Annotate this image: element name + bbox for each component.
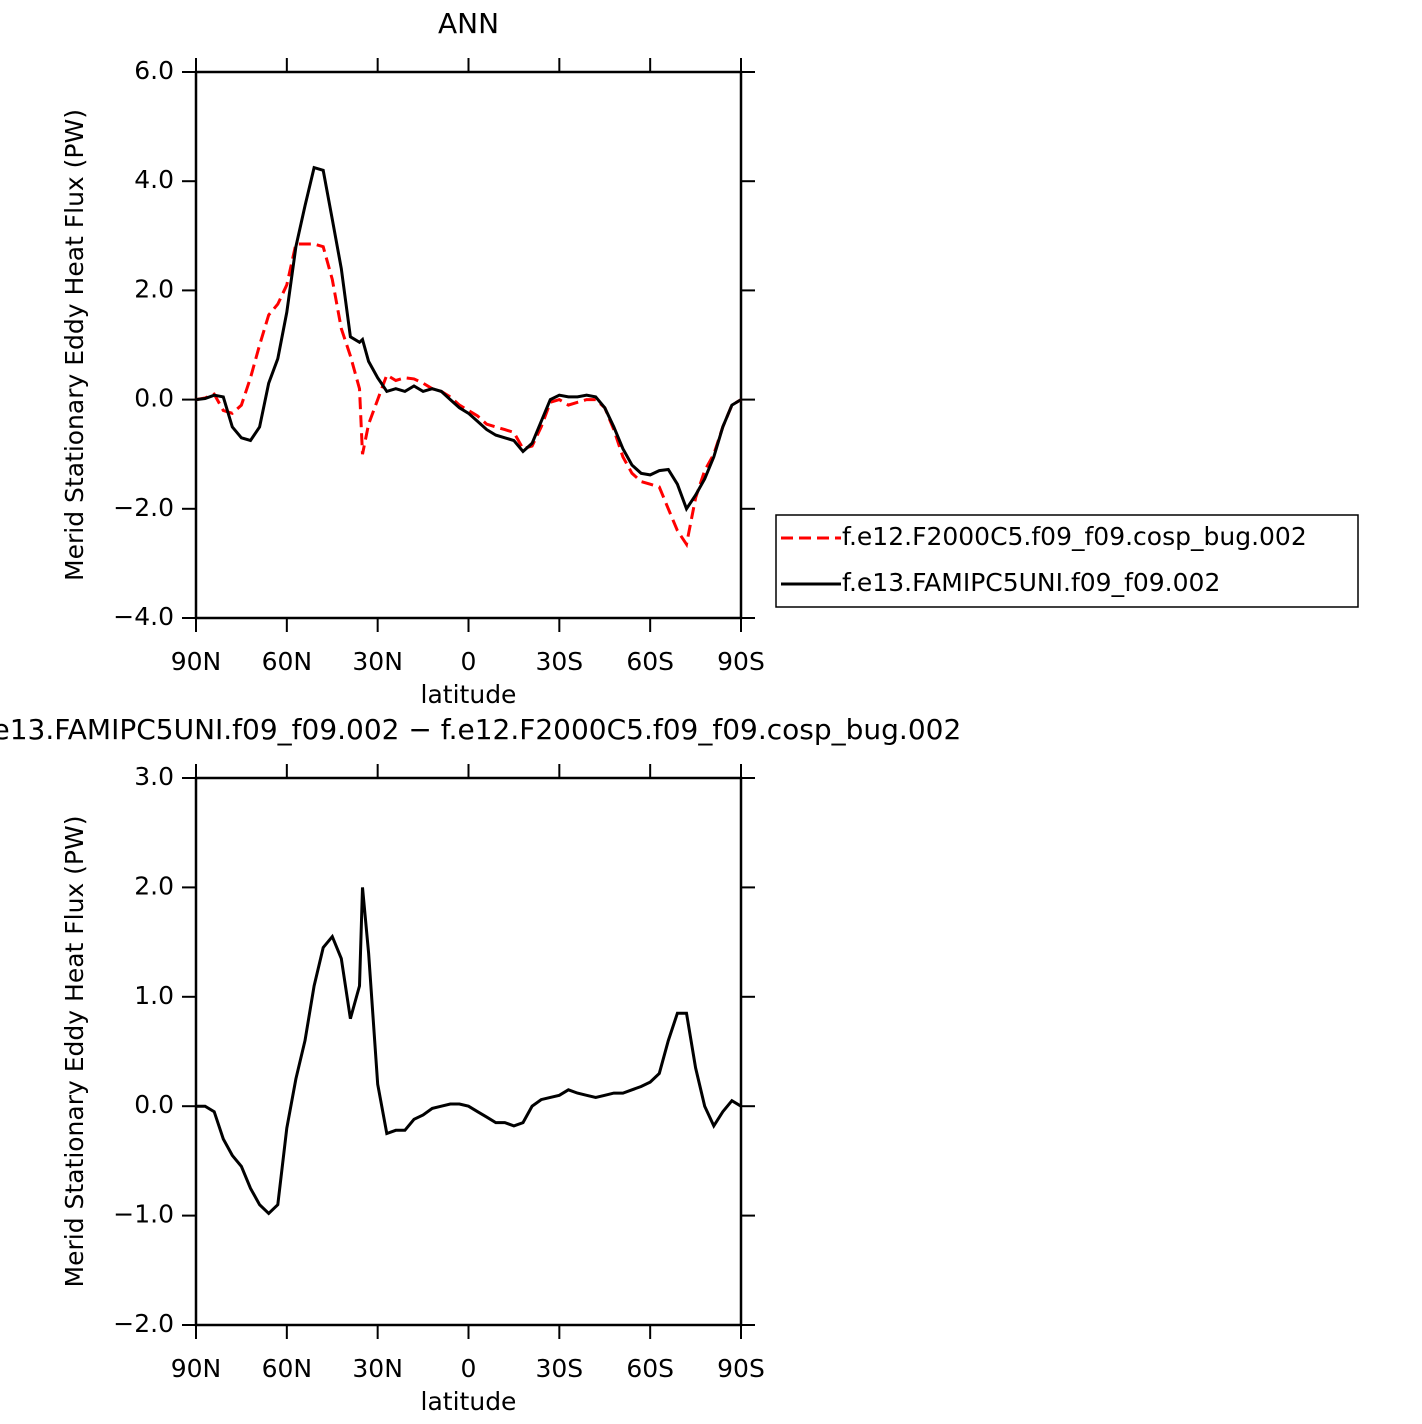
- legend-label: f.e13.FAMIPC5UNI.f09_f09.002: [842, 568, 1220, 597]
- y-tick-label: 1.0: [134, 981, 174, 1010]
- y-tick-label: 6.0: [134, 56, 174, 85]
- data-line: [195, 242, 742, 549]
- x-axis-label: latitude: [421, 680, 517, 709]
- y-tick-label: 2.0: [134, 871, 174, 900]
- plot-frame: [194, 776, 743, 1327]
- data-line: [195, 165, 742, 513]
- y-tick-label: 0.0: [134, 384, 174, 413]
- x-tick-label: 60N: [262, 647, 313, 676]
- x-tick-label: 30N: [352, 1354, 403, 1383]
- y-axis-label: Merid Stationary Eddy Heat Flux (PW): [60, 109, 89, 581]
- y-tick-label: −1.0: [113, 1200, 174, 1229]
- data-line: [196, 887, 742, 1216]
- x-tick-label: 0: [461, 1354, 477, 1383]
- x-tick-label: 0: [461, 647, 477, 676]
- y-tick-label: −2.0: [113, 493, 174, 522]
- plot-frame: [194, 70, 743, 620]
- legend-box: [775, 514, 1359, 608]
- x-tick-label: 60N: [262, 1354, 313, 1383]
- x-tick-label: 30S: [535, 1354, 583, 1383]
- y-axis-label: Merid Stationary Eddy Heat Flux (PW): [60, 816, 89, 1288]
- x-axis-label: latitude: [421, 1387, 517, 1416]
- x-tick-label: 60S: [626, 1354, 674, 1383]
- x-tick-label: 60S: [626, 647, 674, 676]
- x-tick-label: 90S: [717, 1354, 765, 1383]
- y-tick-label: 4.0: [134, 165, 174, 194]
- x-tick-label: 90N: [171, 647, 222, 676]
- x-tick-label: 90N: [171, 1354, 222, 1383]
- y-tick-label: 2.0: [134, 274, 174, 303]
- chart-title: f.e13.FAMIPC5UNI.f09_f09.002 − f.e12.F20…: [0, 713, 961, 746]
- y-tick-label: −4.0: [113, 602, 174, 631]
- y-tick-label: 3.0: [134, 762, 174, 791]
- x-tick-label: 30S: [535, 647, 583, 676]
- chart-title: ANN: [438, 7, 499, 40]
- y-tick-label: −2.0: [113, 1309, 174, 1338]
- x-tick-label: 30N: [352, 647, 403, 676]
- legend-label: f.e12.F2000C5.f09_f09.cosp_bug.002: [842, 522, 1307, 551]
- x-tick-label: 90S: [717, 647, 765, 676]
- y-tick-label: 0.0: [134, 1090, 174, 1119]
